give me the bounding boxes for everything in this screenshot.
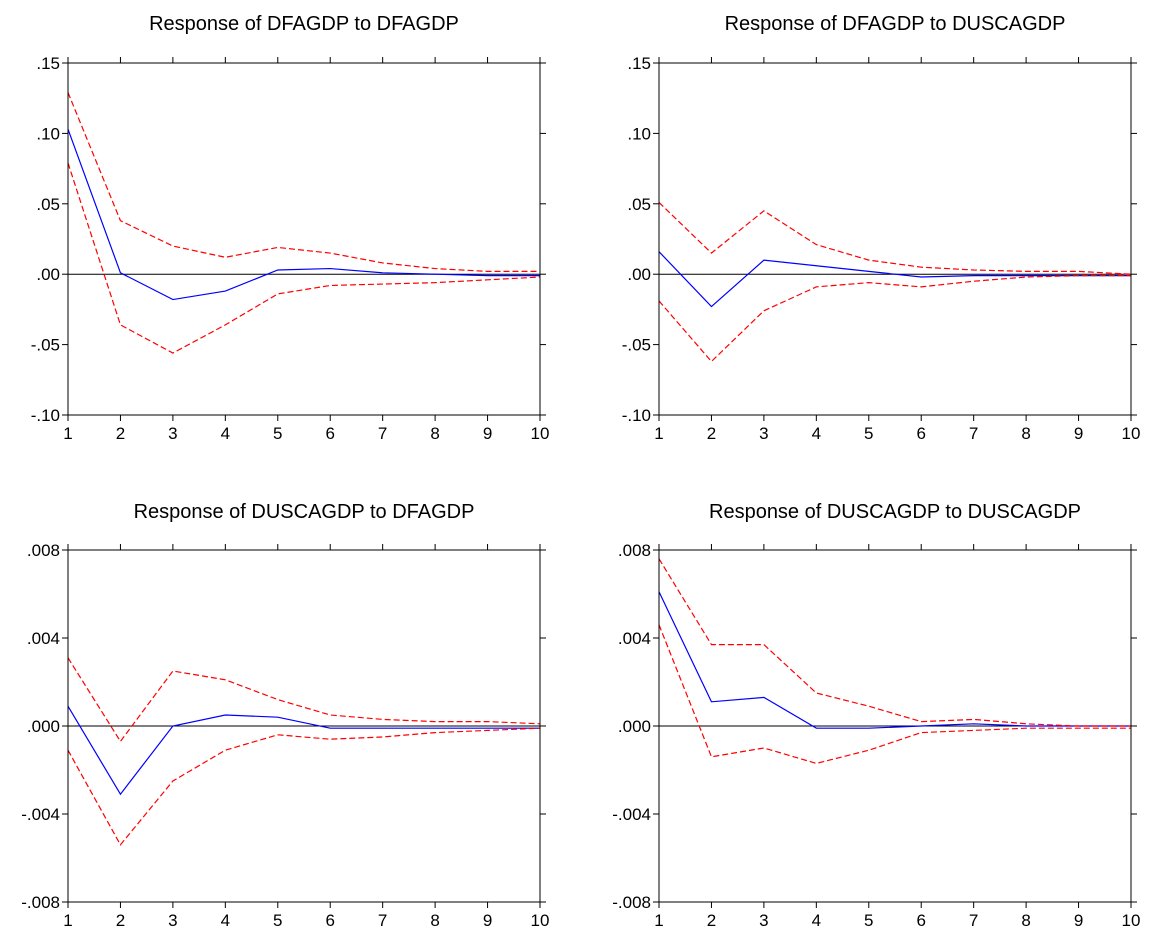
- x-tick-label: 7: [378, 424, 387, 443]
- x-tick-label: 3: [759, 911, 768, 930]
- x-tick-label: 3: [168, 911, 177, 930]
- x-tick-label: 6: [325, 911, 334, 930]
- x-tick-label: 1: [654, 424, 663, 443]
- x-tick-label: 8: [430, 424, 439, 443]
- y-tick-label: .004: [27, 629, 60, 648]
- y-tick-label: .008: [27, 541, 60, 560]
- lower-band-line: [67, 162, 541, 354]
- x-tick-label: 2: [116, 424, 125, 443]
- x-tick-label: 10: [531, 911, 550, 930]
- upper-band-line: [67, 657, 541, 743]
- x-tick-label: 3: [168, 424, 177, 443]
- x-tick-label: 1: [654, 911, 663, 930]
- x-tick-label: 6: [916, 424, 925, 443]
- y-tick-label: -.05: [622, 336, 651, 355]
- panel-duscagdp-to-dfagdp: Response of DUSCAGDP to DFAGDP .008 .004.…: [21, 501, 549, 930]
- y-tick-label: -.10: [31, 406, 60, 425]
- plot-frame: [658, 62, 1132, 416]
- x-tick-label: 10: [1122, 911, 1141, 930]
- x-tick-label: 9: [483, 911, 492, 930]
- x-tick-label: 2: [707, 911, 716, 930]
- x-tick-label: 1: [63, 911, 72, 930]
- lower-band-line: [658, 275, 1131, 363]
- x-tick-label: 8: [430, 911, 439, 930]
- x-tick-label: 10: [531, 424, 550, 443]
- chart-title: Response of DUSCAGDP to DFAGDP: [134, 501, 475, 523]
- plot-frame: [67, 62, 541, 416]
- upper-band-line: [658, 558, 1131, 727]
- x-tick-label: 8: [1021, 911, 1030, 930]
- y-tick-label: .00: [36, 265, 60, 284]
- response-line: [67, 128, 540, 301]
- x-tick-label: 4: [221, 911, 230, 930]
- x-tick-label: 9: [1074, 424, 1083, 443]
- x-tick-label: 10: [1122, 424, 1141, 443]
- x-tick-label: 3: [759, 424, 768, 443]
- y-tick-label: .000: [27, 717, 60, 736]
- y-tick-label: .15: [36, 54, 60, 73]
- y-tick-label: .05: [627, 195, 651, 214]
- y-tick-label: .15: [627, 54, 651, 73]
- y-tick-label: .004: [618, 629, 651, 648]
- chart-title: Response of DFAGDP to DFAGDP: [149, 13, 459, 35]
- chart-title: Response of DUSCAGDP to DUSCAGDP: [709, 501, 1081, 523]
- x-tick-label: 2: [116, 911, 125, 930]
- lower-band-line: [658, 624, 1131, 765]
- response-line: [658, 251, 1131, 308]
- x-tick-label: 4: [812, 424, 821, 443]
- x-tick-label: 5: [273, 424, 282, 443]
- y-tick-label: .00: [627, 265, 651, 284]
- upper-band-line: [658, 201, 1132, 275]
- x-tick-label: 9: [1074, 911, 1083, 930]
- y-tick-label: -.004: [21, 805, 60, 824]
- panel-dfagdp-to-duscagdp: Response of DFAGDP to DUSCAGDP .15 .10 .05…: [622, 13, 1141, 443]
- panel-dfagdp-to-dfagdp: Response of DFAGDP to DFAGDP .15 .10 .05 .0…: [31, 13, 550, 443]
- y-tick-label: -.008: [21, 893, 60, 912]
- y-tick-label: .008: [618, 541, 651, 560]
- panel-duscagdp-to-duscagdp: Response of DUSCAGDP to DUSCAGDP .008 .00…: [612, 501, 1140, 930]
- x-tick-label: 5: [864, 424, 873, 443]
- lower-band-line: [67, 727, 541, 846]
- x-tick-label: 8: [1021, 424, 1030, 443]
- y-tick-label: -.004: [612, 805, 651, 824]
- y-tick-label: -.008: [612, 893, 651, 912]
- x-tick-label: 1: [63, 424, 72, 443]
- x-tick-label: 6: [916, 911, 925, 930]
- x-tick-label: 5: [273, 911, 282, 930]
- x-tick-label: 4: [812, 911, 821, 930]
- x-tick-label: 9: [483, 424, 492, 443]
- y-tick-label: .05: [36, 195, 60, 214]
- response-line: [67, 705, 540, 796]
- upper-band-line: [67, 92, 540, 272]
- x-tick-label: 4: [221, 424, 230, 443]
- x-tick-label: 7: [969, 911, 978, 930]
- x-tick-label: 7: [969, 424, 978, 443]
- chart-title: Response of DFAGDP to DUSCAGDP: [725, 13, 1066, 35]
- y-tick-label: -.10: [622, 406, 651, 425]
- x-tick-label: 2: [707, 424, 716, 443]
- x-tick-label: 5: [864, 911, 873, 930]
- y-tick-label: -.05: [31, 336, 60, 355]
- y-tick-label: .000: [618, 717, 651, 736]
- x-tick-label: 6: [325, 424, 334, 443]
- y-tick-label: .10: [36, 124, 60, 143]
- y-tick-label: .10: [627, 124, 651, 143]
- response-line: [658, 591, 1131, 729]
- x-tick-label: 7: [378, 911, 387, 930]
